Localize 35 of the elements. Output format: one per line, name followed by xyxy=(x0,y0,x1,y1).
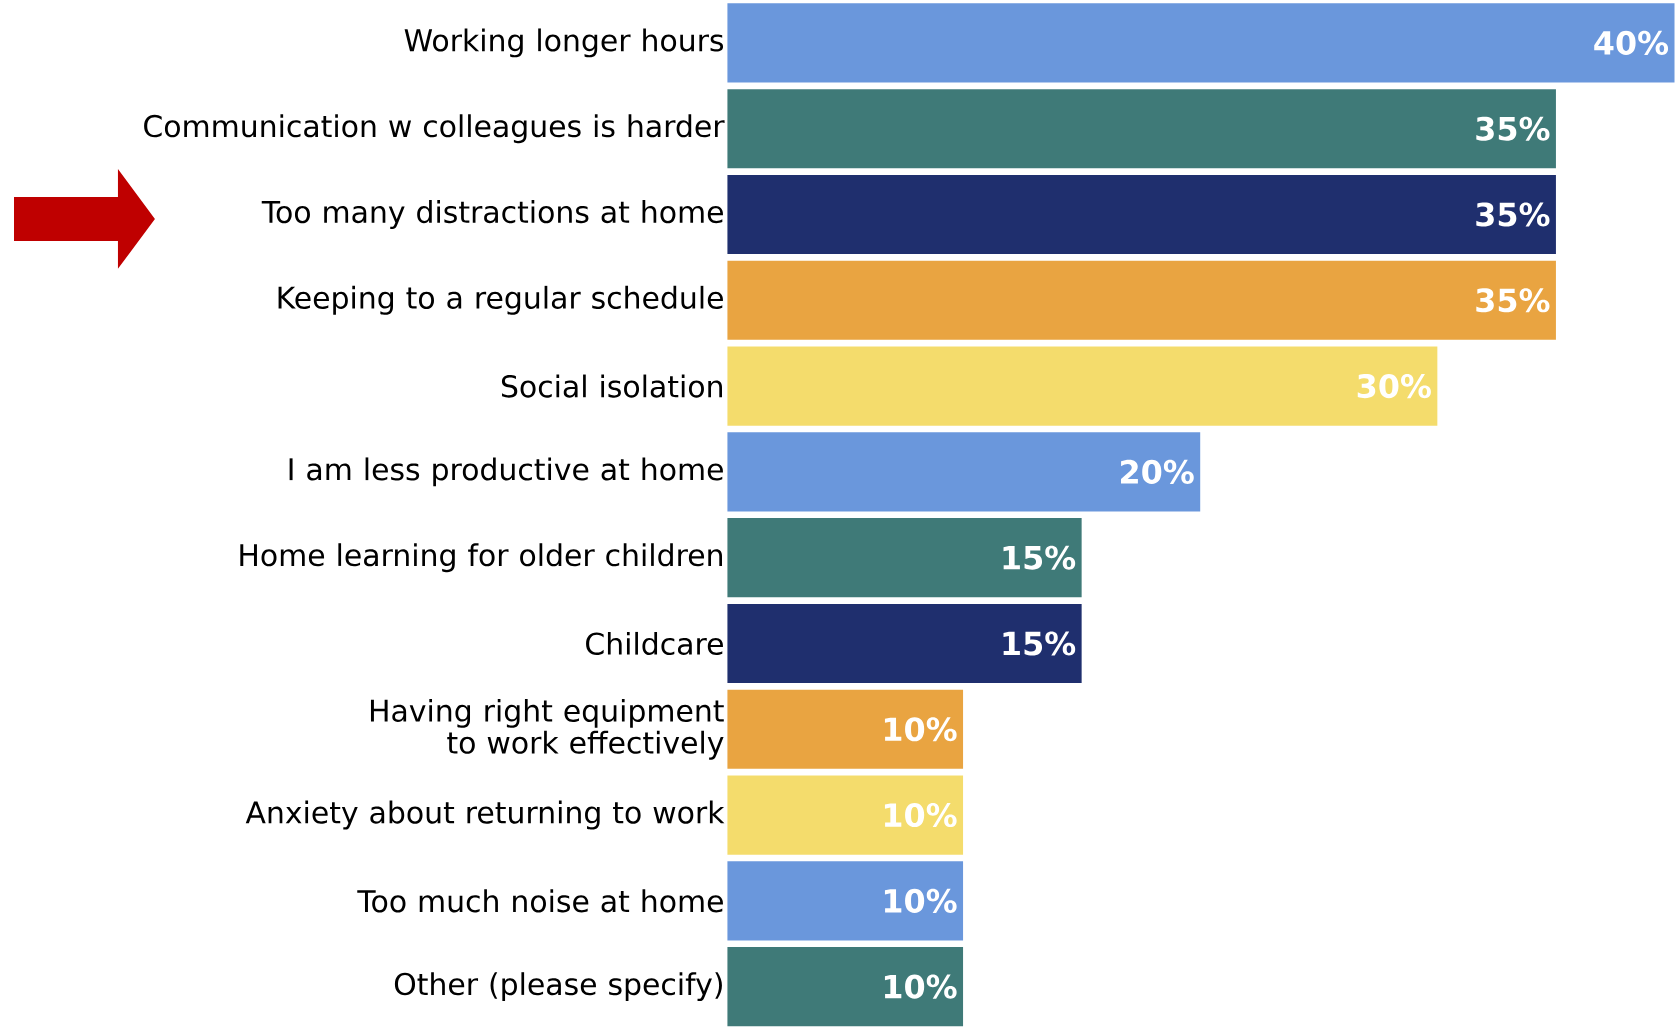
y-tick-label: Other (please specify) xyxy=(394,972,722,1002)
y-tick-label: Too much noise at home xyxy=(357,889,723,913)
bar xyxy=(725,87,1558,171)
y-tick-label: Anxiety about returning to work xyxy=(245,800,725,830)
data-label: 10% xyxy=(884,974,957,999)
y-tick-label: Too many distractions at home xyxy=(261,200,723,230)
data-label: 10% xyxy=(884,889,957,914)
bar xyxy=(725,774,965,857)
y-tick-label: Keeping to a regular schedule xyxy=(278,286,723,315)
bar xyxy=(725,431,1202,514)
y-tick-label: Social isolation xyxy=(501,374,722,398)
y-tick-label: Childcare xyxy=(586,632,723,656)
data-label: 20% xyxy=(1121,460,1194,485)
data-label: 10% xyxy=(884,803,957,828)
bar xyxy=(725,860,965,943)
bar xyxy=(725,345,1439,428)
data-label: 35% xyxy=(1476,288,1550,313)
bar xyxy=(725,688,965,771)
bar xyxy=(725,173,1558,256)
bar xyxy=(725,259,1558,342)
y-tick-label: Communication w colleagues is harder xyxy=(144,114,725,144)
data-label: 15% xyxy=(1003,631,1076,656)
y-tick-label: I am less productive at home xyxy=(289,457,723,487)
bar xyxy=(725,945,965,1028)
data-label: 15% xyxy=(1003,545,1076,570)
data-label: 35% xyxy=(1476,116,1550,141)
y-tick-label: Having right equipment to work effectively xyxy=(370,699,724,760)
bar xyxy=(725,602,1084,685)
data-label: 35% xyxy=(1476,202,1550,227)
data-label: 40% xyxy=(1594,31,1669,56)
bar xyxy=(725,516,1084,599)
data-label: 10% xyxy=(884,717,957,742)
data-label: 30% xyxy=(1357,374,1431,399)
y-tick-label: Home learning for older children xyxy=(240,543,722,573)
y-tick-label: Working longer hours xyxy=(404,28,724,58)
